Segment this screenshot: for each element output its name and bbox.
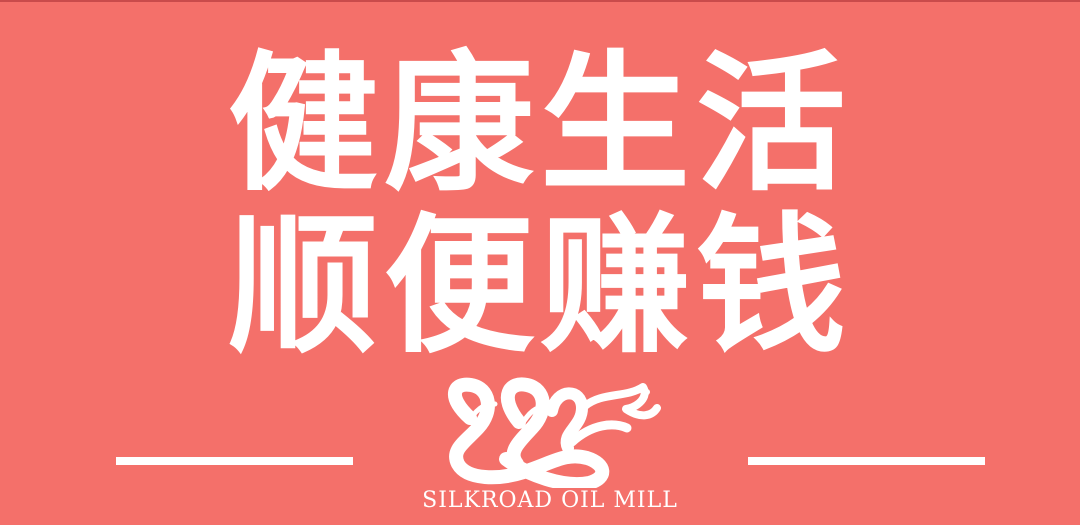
headline-line-1: 健康生活	[227, 38, 852, 212]
right-divider	[748, 457, 985, 465]
top-border	[0, 0, 1080, 2]
left-divider	[116, 457, 353, 465]
snake-logo-icon	[448, 377, 661, 488]
brand-name: SILKROAD OIL MILL	[422, 488, 678, 513]
headline-line-2: 顺便赚钱	[227, 200, 852, 374]
